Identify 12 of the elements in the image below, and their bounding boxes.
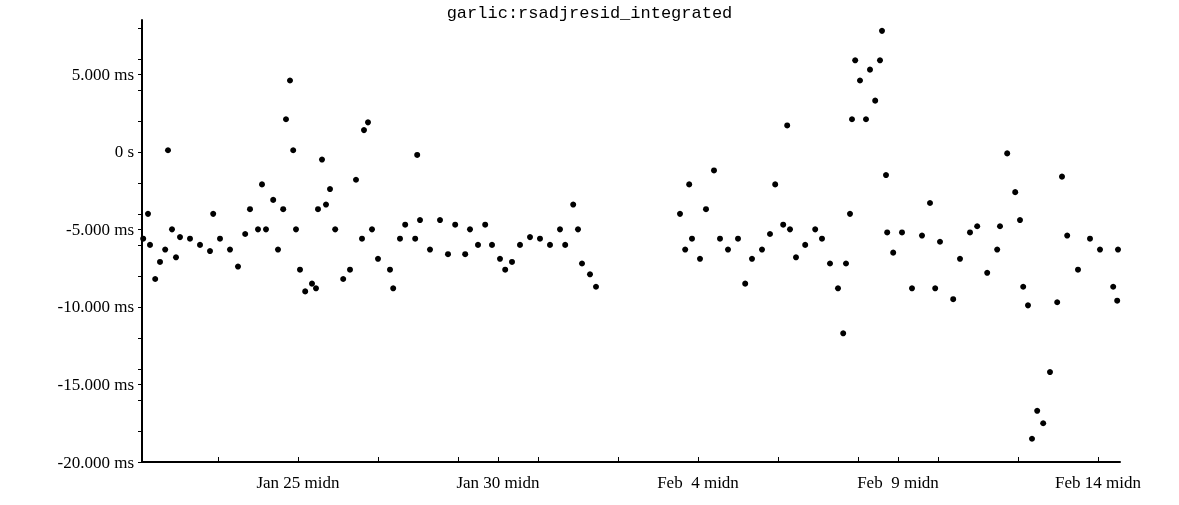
x-tick-label: Jan 30 midn bbox=[456, 473, 541, 492]
y-tick-label: -10.000 ms bbox=[57, 297, 134, 317]
y-tick-label: 5.000 ms bbox=[71, 64, 134, 84]
y-tick-label: -20.000 ms bbox=[57, 452, 134, 472]
x-tick-label: Feb 4 midn bbox=[657, 473, 740, 492]
x-tick-label: Jan 25 midn bbox=[256, 473, 341, 492]
x-tick-label: Feb 14 midn bbox=[1055, 473, 1142, 492]
y-tick-label: 0 s bbox=[114, 142, 134, 162]
y-tick-label: -5.000 ms bbox=[66, 219, 134, 239]
x-tick-label: Feb 9 midn bbox=[857, 473, 940, 492]
y-tick-label: -15.000 ms bbox=[57, 374, 134, 394]
chart-title: garlic:rsadjresid_integrated bbox=[446, 4, 733, 23]
